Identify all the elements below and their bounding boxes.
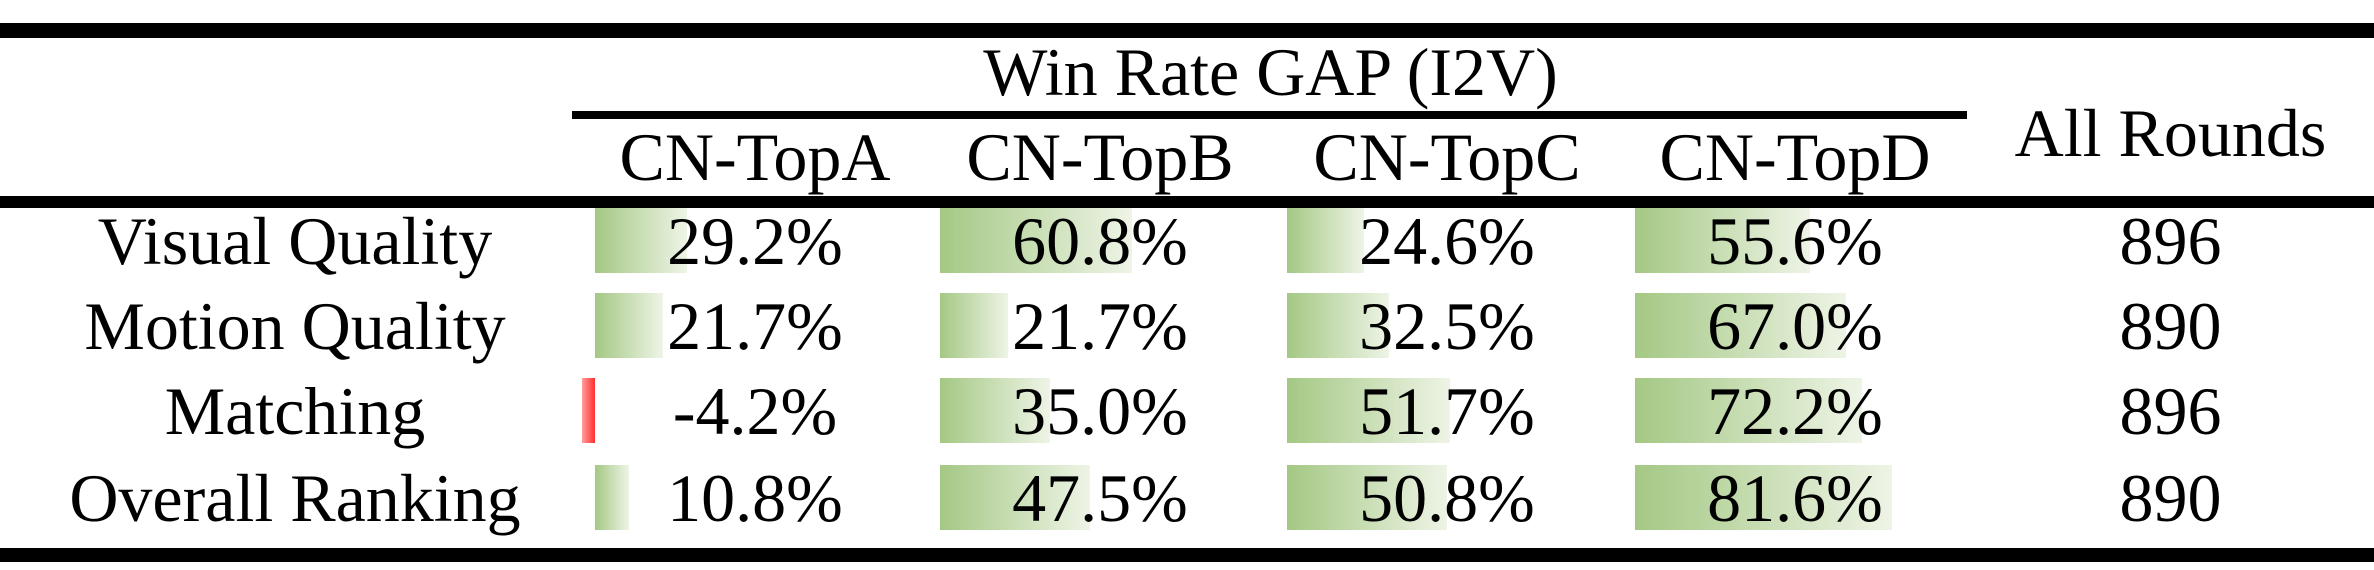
cell-value: 29.2% (667, 202, 843, 279)
table-row: Visual Quality 29.2% 60.8% 24.6% 55.6% 8… (0, 202, 2374, 279)
data-cell: 24.6% (1274, 202, 1620, 279)
data-bar (595, 208, 687, 273)
data-bar (595, 465, 630, 530)
cell-value: 81.6% (1707, 459, 1883, 536)
cell-value: -4.2% (672, 372, 838, 449)
bottom-rule (0, 548, 2374, 562)
cell-value: 24.6% (1359, 202, 1535, 279)
data-bar (1287, 208, 1365, 273)
cell-value: 32.5% (1359, 287, 1535, 364)
column-header-all-rounds: All Rounds (2014, 95, 2327, 171)
data-cell: -4.2% (581, 372, 928, 449)
data-bar (1287, 465, 1448, 530)
cell-value: 50.8% (1359, 459, 1535, 536)
cell-value: 72.2% (1707, 372, 1883, 449)
data-bar (1635, 378, 1863, 443)
row-label: Motion Quality (84, 287, 506, 364)
data-cell: 47.5% (927, 459, 1273, 536)
data-bar (940, 208, 1132, 273)
column-header-cn-topb: CN-TopB (966, 119, 1234, 195)
all-rounds-value: 890 (2119, 287, 2222, 364)
table-row: Motion Quality 21.7% 21.7% 32.5% 67.0% 8… (0, 287, 2374, 364)
cell-value: 51.7% (1359, 372, 1535, 449)
data-cell: 50.8% (1274, 459, 1620, 536)
cell-value: 10.8% (667, 459, 843, 536)
column-header-cn-topc: CN-TopC (1313, 119, 1581, 195)
data-bar (1635, 293, 1847, 358)
cell-value: 21.7% (1012, 287, 1188, 364)
cell-value: 47.5% (1012, 459, 1188, 536)
data-cell: 21.7% (582, 287, 928, 364)
data-cell: 81.6% (1622, 459, 1968, 536)
data-cell: 10.8% (582, 459, 928, 536)
top-rule (0, 23, 2374, 38)
data-bar (1635, 208, 1811, 273)
cell-value: 35.0% (1012, 372, 1188, 449)
all-rounds-value: 896 (2119, 372, 2222, 449)
header-bottom-rule (0, 196, 2374, 208)
data-cell: 67.0% (1622, 287, 1968, 364)
column-header-cn-topd: CN-TopD (1659, 119, 1931, 195)
data-cell: 29.2% (582, 202, 928, 279)
all-rounds-value: 890 (2119, 459, 2222, 536)
cell-value: 67.0% (1707, 287, 1883, 364)
data-cell: 60.8% (927, 202, 1273, 279)
cmidrule-under-title (572, 111, 1967, 119)
row-label: Matching (164, 372, 426, 449)
column-header-cn-topa: CN-TopA (619, 119, 891, 195)
data-cell: 21.7% (927, 287, 1273, 364)
cell-value: 55.6% (1707, 202, 1883, 279)
table-title: Win Rate GAP (I2V) (983, 34, 1558, 110)
data-bar (940, 378, 1051, 443)
data-cell: 51.7% (1274, 372, 1620, 449)
row-label: Visual Quality (97, 202, 493, 279)
all-rounds-value: 896 (2119, 202, 2222, 279)
cell-value: 21.7% (667, 287, 843, 364)
data-cell: 55.6% (1622, 202, 1968, 279)
data-bar (940, 293, 1009, 358)
cell-value: 60.8% (1012, 202, 1188, 279)
row-label: Overall Ranking (69, 459, 521, 536)
data-cell: 72.2% (1622, 372, 1968, 449)
data-bar (940, 465, 1090, 530)
data-bar (595, 293, 664, 358)
data-bar (1287, 293, 1390, 358)
data-bar (1635, 465, 1893, 530)
table-row: Matching -4.2% 35.0% 51.7% 72.2% 896 (0, 372, 2374, 449)
table-row: Overall Ranking 10.8% 47.5% 50.8% 81.6% … (0, 459, 2374, 536)
data-cell: 35.0% (927, 372, 1273, 449)
data-cell: 32.5% (1274, 287, 1620, 364)
data-bar-negative (581, 378, 595, 443)
data-bar (1287, 378, 1450, 443)
